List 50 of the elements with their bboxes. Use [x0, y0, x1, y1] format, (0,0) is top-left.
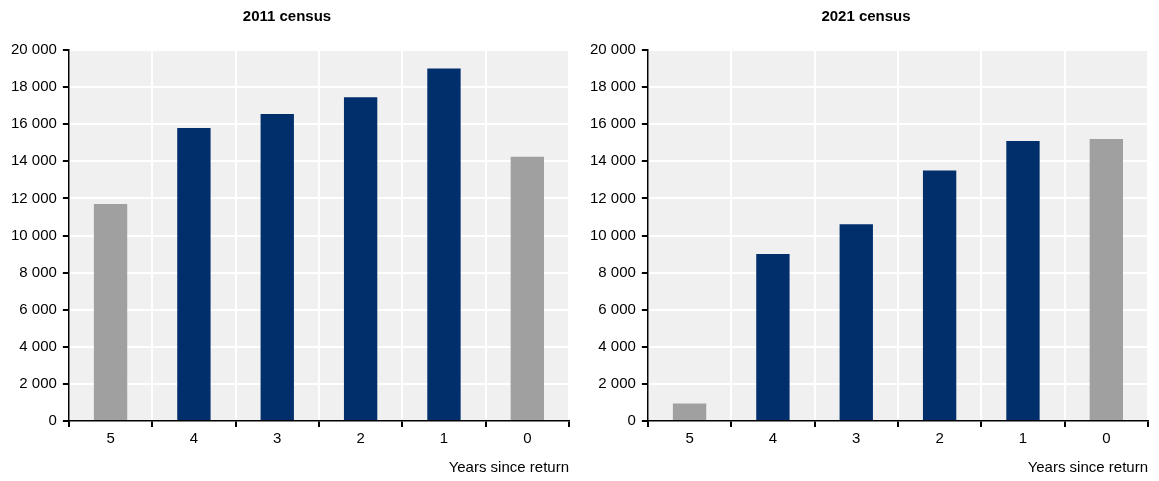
x-tick-label: 3	[273, 429, 282, 447]
y-tick-label: 2 000	[598, 374, 636, 392]
y-tick-label: 18 000	[589, 77, 636, 95]
x-tick-label: 0	[1102, 429, 1111, 447]
x-tick-label: 1	[1018, 429, 1028, 447]
y-tick-label: 0	[627, 411, 636, 429]
bar	[756, 254, 790, 420]
y-tick-label: 20 000	[10, 40, 57, 58]
x-axis-title: Years since return	[1027, 458, 1148, 476]
bar	[93, 203, 128, 420]
y-tick-label: 12 000	[589, 188, 636, 206]
x-tick-label: 5	[685, 429, 694, 447]
chart-title: 2021 census	[821, 7, 911, 25]
y-tick-label: 6 000	[598, 299, 636, 317]
x-tick-label: 1	[439, 429, 449, 447]
x-tick-label: 3	[852, 429, 861, 447]
x-tick-label: 4	[768, 429, 778, 447]
y-tick-label: 18 000	[10, 77, 57, 95]
bar	[672, 403, 707, 420]
y-tick-label: 4 000	[598, 336, 636, 354]
bar	[922, 170, 957, 420]
y-tick-label: 10 000	[589, 225, 636, 243]
bar	[510, 156, 544, 420]
y-tick-label: 8 000	[19, 262, 57, 280]
y-tick-label: 16 000	[589, 114, 636, 132]
y-tick-label: 12 000	[10, 188, 57, 206]
bar	[839, 224, 873, 420]
y-tick-label: 20 000	[589, 40, 636, 58]
y-tick-label: 6 000	[19, 299, 57, 317]
bar	[260, 114, 294, 420]
x-tick-label: 2	[356, 429, 365, 447]
bar	[1089, 139, 1123, 420]
y-tick-label: 2 000	[19, 374, 57, 392]
x-tick-label: 5	[106, 429, 115, 447]
x-axis-title: Years since return	[448, 458, 569, 476]
bar	[427, 68, 461, 420]
x-tick-label: 4	[189, 429, 199, 447]
bar	[177, 127, 211, 420]
y-tick-label: 16 000	[10, 114, 57, 132]
y-tick-label: 4 000	[19, 336, 57, 354]
y-tick-label: 10 000	[10, 225, 57, 243]
y-tick-label: 8 000	[598, 262, 636, 280]
x-tick-label: 2	[935, 429, 944, 447]
bar	[343, 97, 378, 420]
y-tick-label: 14 000	[10, 151, 57, 169]
chart-title: 2011 census	[242, 7, 332, 25]
y-tick-label: 14 000	[589, 151, 636, 169]
y-tick-label: 0	[48, 411, 57, 429]
bar	[1006, 140, 1040, 420]
x-tick-label: 0	[523, 429, 532, 447]
